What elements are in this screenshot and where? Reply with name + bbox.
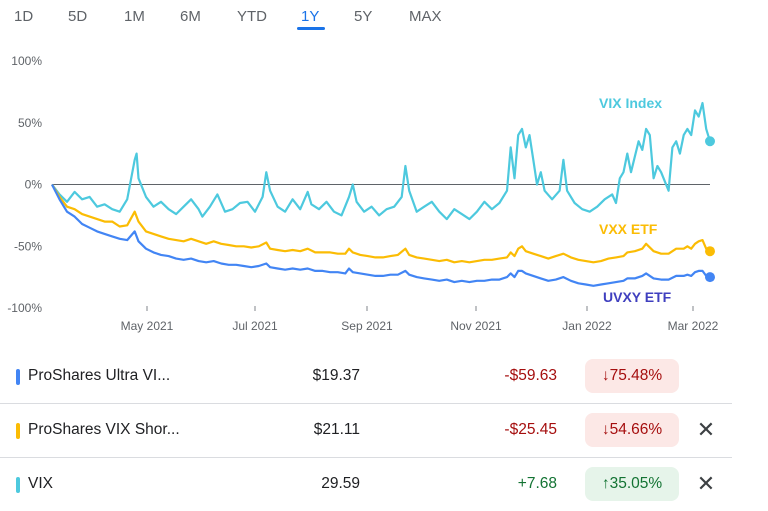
tab-max[interactable]: MAX bbox=[409, 8, 442, 25]
percent-change-badge: ↑35.05% bbox=[585, 467, 679, 501]
series-line-vxx bbox=[51, 183, 711, 264]
security-price: $21.11 bbox=[313, 421, 360, 438]
series-label-vxx: VXX ETF bbox=[599, 221, 658, 237]
tab-5d[interactable]: 5D bbox=[68, 8, 88, 25]
security-change: -$59.63 bbox=[504, 367, 557, 384]
security-change: -$25.45 bbox=[504, 421, 557, 438]
tab-5y[interactable]: 5Y bbox=[354, 8, 373, 25]
security-name: ProShares Ultra VI... bbox=[28, 367, 171, 384]
tab-1m[interactable]: 1M bbox=[124, 8, 145, 25]
active-tab-indicator bbox=[297, 27, 325, 30]
security-price: 29.59 bbox=[321, 475, 360, 492]
percent-change-badge: ↓75.48% bbox=[585, 359, 679, 393]
y-tick-label: 50% bbox=[18, 116, 42, 130]
close-icon[interactable]: ✕ bbox=[696, 417, 716, 442]
x-tick-label: Jul 2021 bbox=[232, 319, 278, 333]
tab-ytd[interactable]: YTD bbox=[237, 8, 267, 25]
series-line-vix bbox=[51, 101, 712, 221]
x-tick-label: May 2021 bbox=[121, 319, 174, 333]
range-tabs: 1D 5D 1M 6M YTD 1Y 5Y MAX bbox=[0, 0, 768, 36]
series-color-swatch bbox=[16, 423, 20, 439]
security-price: $19.37 bbox=[312, 367, 360, 384]
x-tick-label: Jan 2022 bbox=[562, 319, 612, 333]
y-tick-label: 0% bbox=[25, 178, 43, 192]
list-item[interactable]: ProShares Ultra VI... $19.37 -$59.63 ↓75… bbox=[0, 350, 732, 404]
security-name: VIX bbox=[28, 475, 53, 492]
y-tick-label: 100% bbox=[11, 54, 42, 68]
y-tick-label: -50% bbox=[14, 239, 42, 253]
x-tick-label: Mar 2022 bbox=[668, 319, 719, 333]
series-label-vix: VIX Index bbox=[599, 95, 662, 111]
comparison-list: ProShares Ultra VI... $19.37 -$59.63 ↓75… bbox=[0, 350, 732, 511]
tab-6m[interactable]: 6M bbox=[180, 8, 201, 25]
list-item[interactable]: ProShares VIX Shor... $21.11 -$25.45 ↓54… bbox=[0, 404, 732, 458]
series-color-swatch bbox=[16, 369, 20, 385]
series-end-marker-uvxy bbox=[705, 272, 715, 283]
close-icon[interactable]: ✕ bbox=[696, 471, 716, 496]
performance-chart: 100% 50% 0% -50% -100% May 2021 Jul 2021 Sep 20… bbox=[7, 54, 719, 333]
series-end-marker-vxx bbox=[705, 246, 715, 257]
y-tick-label: -100% bbox=[7, 301, 42, 315]
security-name: ProShares VIX Shor... bbox=[28, 421, 180, 438]
list-item[interactable]: VIX 29.59 +7.68 ↑35.05% ✕ bbox=[0, 458, 732, 511]
series-color-swatch bbox=[16, 477, 20, 493]
tab-1y[interactable]: 1Y bbox=[301, 8, 320, 25]
x-tick-label: Sep 2021 bbox=[341, 319, 393, 333]
security-change: +7.68 bbox=[517, 475, 557, 492]
percent-change-badge: ↓54.66% bbox=[585, 413, 679, 447]
tab-1d[interactable]: 1D bbox=[14, 8, 34, 25]
x-tick-label: Nov 2021 bbox=[450, 319, 502, 333]
series-line-uvxy bbox=[51, 184, 711, 287]
series-label-uvxy: UVXY ETF bbox=[603, 289, 672, 305]
series-end-marker-vix bbox=[705, 136, 715, 147]
